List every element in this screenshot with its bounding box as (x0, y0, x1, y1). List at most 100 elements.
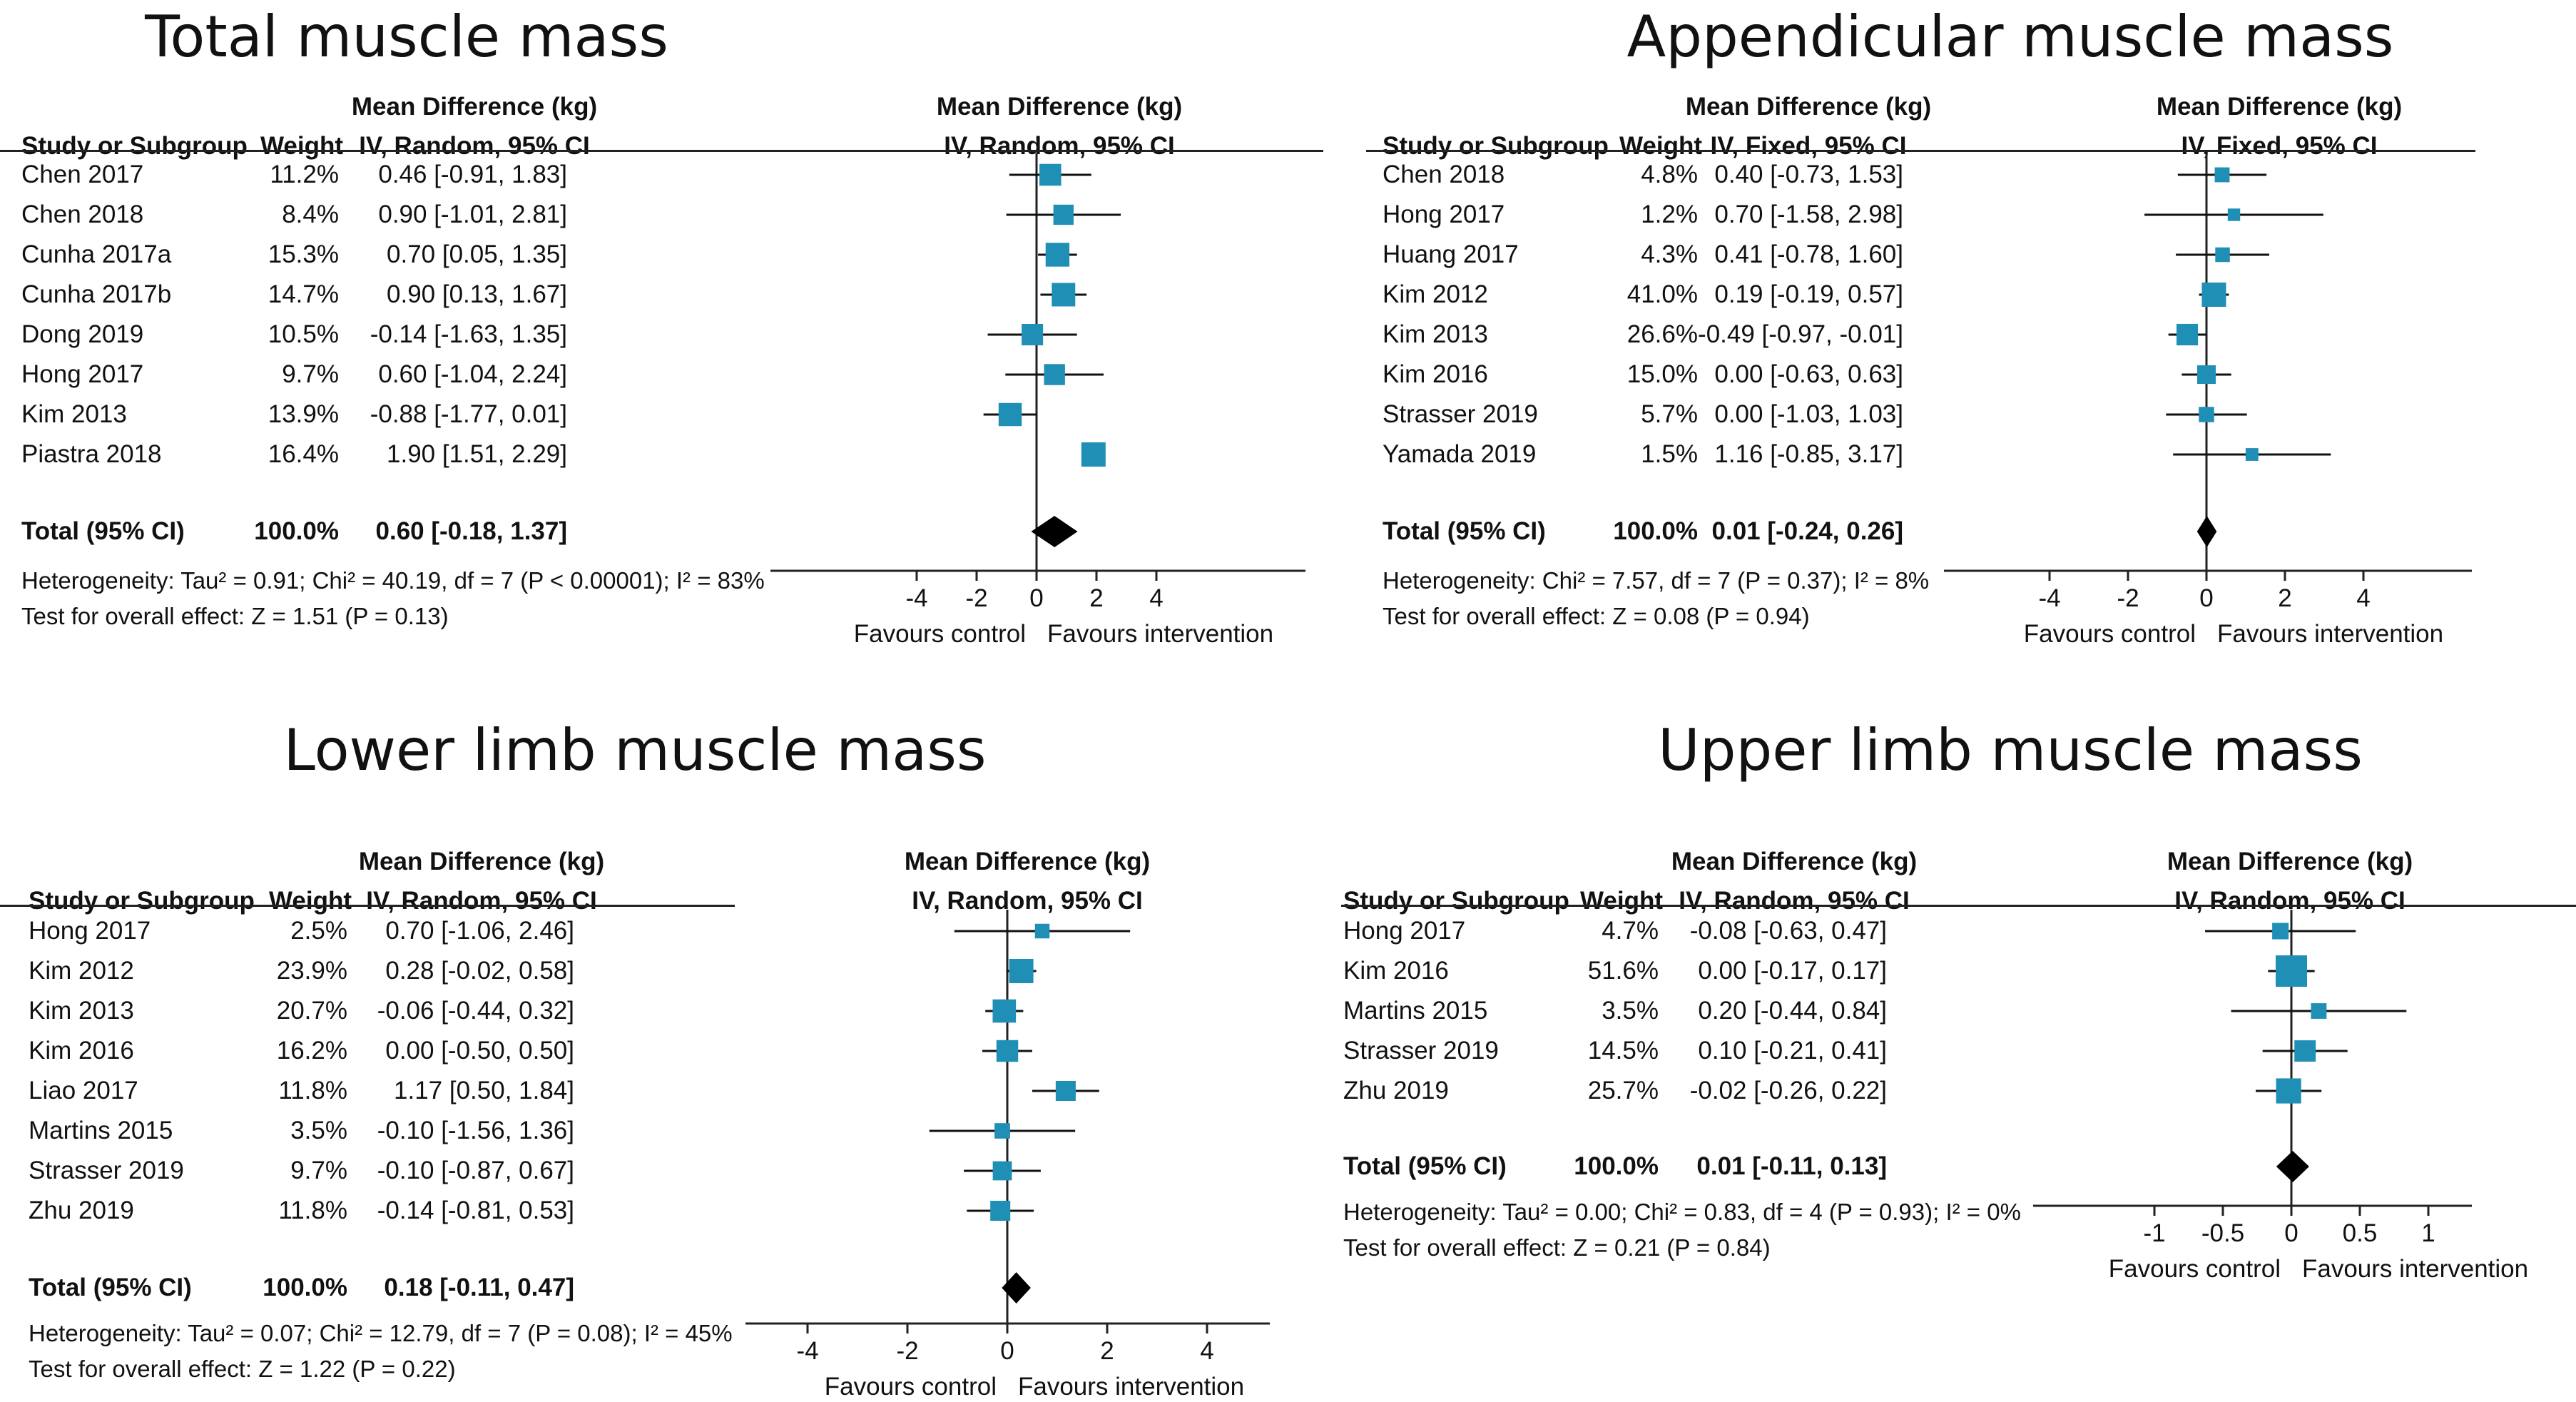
header-study: Study or Subgroup (21, 132, 248, 160)
study-ci: 0.10 [-0.21, 0.41] (1698, 1037, 1887, 1065)
study-ci: -0.02 [-0.26, 0.22] (1689, 1077, 1887, 1104)
study-ci: 0.90 [0.13, 1.67] (387, 280, 567, 308)
study-name: Kim 2016 (29, 1037, 134, 1065)
effect-square (2245, 448, 2259, 461)
favours-intervention-label: Favours intervention (2217, 620, 2443, 648)
pooled-diamond (1002, 1272, 1031, 1304)
panel-title: Appendicular muscle mass (1626, 4, 2394, 70)
effect-square (1039, 163, 1062, 186)
plot-header-mean-difference: Mean Difference (kg) (2167, 848, 2413, 875)
study-weight: 4.7% (1602, 917, 1659, 945)
study-name: Dong 2019 (21, 320, 144, 348)
study-name: Zhu 2019 (29, 1197, 134, 1224)
header-weight: Weight (1580, 887, 1664, 915)
heterogeneity-text: Heterogeneity: Chi² = 7.57, df = 7 (P = … (1383, 567, 1930, 594)
x-tick-label: -2 (2117, 584, 2139, 612)
header-mean-difference: Mean Difference (kg) (358, 848, 605, 875)
header-study: Study or Subgroup (29, 887, 255, 915)
plot-header-method: IV, Random, 95% CI (944, 132, 1175, 160)
study-weight: 25.7% (1587, 1077, 1659, 1104)
study-weight: 15.0% (1626, 360, 1698, 388)
study-ci: 0.20 [-0.44, 0.84] (1698, 997, 1887, 1025)
plot-header-mean-difference: Mean Difference (kg) (936, 93, 1183, 121)
study-ci: -0.14 [-0.81, 0.53] (377, 1197, 574, 1224)
study-ci: 0.00 [-1.03, 1.03] (1714, 400, 1903, 428)
header-method: IV, Random, 95% CI (359, 132, 590, 160)
effect-square (2201, 283, 2226, 307)
effect-square (1053, 204, 1074, 225)
study-name: Hong 2017 (29, 917, 151, 945)
x-tick-label: -4 (2038, 584, 2060, 612)
panel-title: Total muscle mass (145, 4, 668, 70)
study-weight: 4.8% (1641, 161, 1698, 188)
study-ci: 0.40 [-0.73, 1.53] (1714, 161, 1903, 188)
study-weight: 1.5% (1641, 440, 1698, 468)
study-ci: 0.70 [-1.58, 2.98] (1714, 200, 1903, 228)
effect-square (996, 1040, 1019, 1062)
effect-square (2214, 167, 2230, 183)
study-name: Kim 2012 (29, 957, 134, 985)
header-divider (1366, 150, 2475, 152)
total-ci: 0.18 [-0.11, 0.47] (384, 1274, 574, 1301)
x-tick-label: 2 (1100, 1337, 1114, 1365)
effect-square (1052, 283, 1076, 307)
study-weight: 14.5% (1587, 1037, 1659, 1065)
favours-intervention-label: Favours intervention (2302, 1255, 2528, 1283)
study-name: Kim 2016 (1343, 957, 1449, 985)
study-weight: 11.8% (278, 1197, 347, 1224)
header-divider (0, 150, 1323, 152)
study-name: Hong 2017 (21, 360, 144, 388)
effect-square (992, 999, 1017, 1023)
x-tick-label: 4 (2356, 584, 2370, 612)
effect-square (2294, 1040, 2316, 1062)
study-name: Zhu 2019 (1343, 1077, 1449, 1104)
x-tick-label: -4 (796, 1337, 818, 1365)
effect-square (2196, 365, 2216, 385)
favours-intervention-label: Favours intervention (1018, 1373, 1244, 1401)
header-mean-difference: Mean Difference (kg) (1671, 848, 1918, 875)
study-name: Strasser 2019 (29, 1157, 184, 1184)
panel-title: Lower limb muscle mass (283, 717, 987, 783)
study-ci: -0.49 [-0.97, -0.01] (1698, 320, 1903, 348)
study-name: Hong 2017 (1383, 200, 1505, 228)
header-method: IV, Random, 95% CI (1679, 887, 1910, 915)
effect-square (2272, 923, 2289, 940)
header-divider (1341, 905, 2576, 907)
study-weight: 1.2% (1641, 200, 1698, 228)
study-ci: 0.00 [-0.17, 0.17] (1698, 957, 1887, 985)
plot-header-mean-difference: Mean Difference (kg) (2156, 93, 2403, 121)
heterogeneity-text: Heterogeneity: Tau² = 0.91; Chi² = 40.19… (21, 567, 765, 594)
overall-effect-text: Test for overall effect: Z = 1.51 (P = 0… (21, 603, 449, 629)
plot-header-method: IV, Fixed, 95% CI (2181, 132, 2378, 160)
study-name: Kim 2016 (1383, 360, 1488, 388)
study-name: Chen 2017 (21, 161, 144, 188)
study-ci: 0.60 [-1.04, 2.24] (378, 360, 567, 388)
study-name: Martins 2015 (29, 1117, 173, 1144)
header-weight: Weight (269, 887, 352, 915)
panel-title: Upper limb muscle mass (1658, 717, 2363, 783)
header-mean-difference: Mean Difference (kg) (351, 93, 598, 121)
plot-header-mean-difference: Mean Difference (kg) (904, 848, 1151, 875)
x-tick-label: -4 (905, 584, 927, 612)
favours-control-label: Favours control (2109, 1255, 2281, 1283)
effect-square (2215, 247, 2230, 263)
favours-control-label: Favours control (854, 620, 1026, 648)
study-name: Liao 2017 (29, 1077, 138, 1104)
study-weight: 9.7% (282, 360, 339, 388)
x-tick-label: 0.5 (2343, 1219, 2378, 1247)
study-name: Chen 2018 (21, 200, 144, 228)
overall-effect-text: Test for overall effect: Z = 1.22 (P = 0… (29, 1356, 456, 1382)
effect-square (1055, 1080, 1076, 1102)
study-ci: 0.90 [-1.01, 2.81] (378, 200, 567, 228)
header-mean-difference: Mean Difference (kg) (1685, 93, 1932, 121)
plot-header-method: IV, Random, 95% CI (912, 887, 1143, 915)
x-tick-label: 4 (1200, 1337, 1213, 1365)
x-tick-label: -2 (965, 584, 987, 612)
x-tick-label: 2 (1089, 584, 1103, 612)
study-ci: 0.41 [-0.78, 1.60] (1714, 240, 1903, 268)
favours-control-label: Favours control (825, 1373, 997, 1401)
total-weight: 100.0% (263, 1274, 347, 1301)
study-weight: 11.8% (278, 1077, 347, 1104)
study-name: Strasser 2019 (1343, 1037, 1499, 1065)
